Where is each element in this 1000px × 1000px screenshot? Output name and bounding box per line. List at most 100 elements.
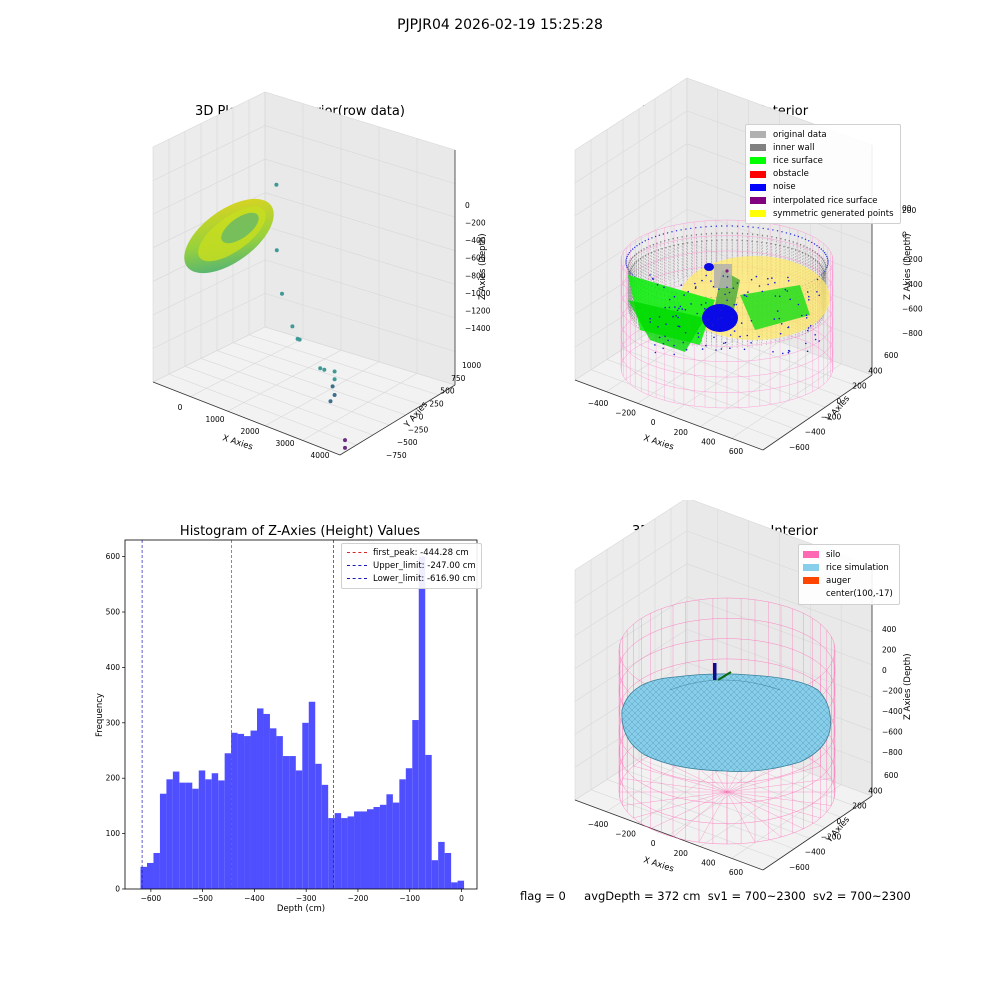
scatter-point [322,367,327,372]
noise-point [684,309,687,311]
scatter-point [274,182,279,187]
grid-line [152,91,456,151]
histogram-bar [172,771,180,889]
noise-point [750,342,752,344]
wall-point [821,266,823,268]
noise-point [750,320,753,322]
noise-point [700,303,703,306]
wall-point [797,235,800,238]
noise-point [787,280,790,282]
noise-point [732,287,735,290]
noise-point [681,308,684,310]
noise-point [814,338,817,341]
tick-label: 0 [465,201,470,210]
noise-point [771,277,773,279]
noise-point [701,348,704,350]
wall-point [726,225,728,227]
grid-line [184,366,373,436]
wall-point [641,241,643,244]
tick-label: 0 [651,839,656,848]
tick-label: 0 [651,418,656,427]
grid-line [622,768,810,839]
tick-label: −400 [588,820,609,829]
histogram-y-ticks: 0 100 200 300 400 500 600 [106,552,125,894]
x-tick-label: 0 [459,894,464,903]
noise-point [805,317,808,319]
tick-label: −600 [902,304,923,313]
noise-point [807,327,810,329]
wall-point [644,240,646,242]
noise-point [704,307,706,310]
histogram-bar [302,722,309,889]
y-tick-label: 500 [106,608,121,617]
legend-item: inner wall [750,141,894,154]
histogram-bar [457,880,465,889]
histogram-bar [295,770,303,889]
noise-point [805,314,808,317]
tick-label: 00 [902,204,912,213]
tick-label: 0 [882,666,887,675]
y-tick-label: 0 [115,885,120,894]
noise-point [739,335,741,338]
panel1-scatter-points [274,182,347,450]
legend-label: original data [773,129,827,140]
noise-point [711,324,714,326]
wall-point [776,230,779,232]
legend-item: Lower_limit: -616.90 cm [347,572,476,585]
histogram-bar [392,802,400,889]
noise-point [649,317,651,320]
noise-point [656,283,659,286]
noise-point [673,353,675,356]
noise-point [733,304,735,306]
histogram-bar [289,756,296,889]
tick-label: −1200 [465,306,491,315]
grid-line [700,773,811,847]
histogram-bar [308,701,316,889]
wall-point [628,252,631,254]
noise-point [726,275,729,278]
tick-label: 200 [882,646,897,655]
noise-point [776,310,779,312]
wall-point [666,232,669,234]
wall-point [685,228,687,230]
histogram-bar [269,728,277,889]
histogram-bar [341,818,348,889]
histogram-bar [224,753,232,889]
tick-label: 200 [674,849,689,858]
histogram-bar [218,780,225,889]
noise-point [712,285,715,288]
legend-label: Lower_limit: -616.90 cm [373,573,476,584]
x-tick-label: −300 [296,894,317,903]
tick-label: 400 [868,786,883,795]
noise-point [654,344,656,346]
panel3-plot: −600 −500 −400 −300 −200 −100 0 0 100 200 300 400 5… [95,539,478,914]
legend-item: first_peak: -444.28 cm [347,546,476,559]
noise-point [715,349,717,351]
noise-point [720,348,723,350]
noise-point [679,305,682,308]
histogram-bar [399,779,406,889]
tick-label: −200 [902,255,923,264]
tick-label: −400 [882,707,903,716]
histogram-bar [412,720,419,889]
scatter-point [343,445,347,450]
noise-point [758,335,760,338]
tick-label: 600 [884,771,899,780]
wall-point [767,228,769,230]
noise-point [728,291,731,294]
wall-point [647,238,650,240]
wall-point [821,258,824,260]
wall-point [638,243,641,245]
x-tick-label: −100 [399,894,420,903]
noise-point [677,316,679,319]
wall-point [772,229,774,231]
noise-point [772,351,774,353]
wall-point [826,255,828,258]
noise-point [649,274,651,276]
noise-point [722,275,725,277]
noise-point [797,303,800,306]
tick-label: 4000 [310,451,329,460]
histogram-xlabel: Depth (cm) [277,904,325,914]
grid-line [152,158,456,218]
